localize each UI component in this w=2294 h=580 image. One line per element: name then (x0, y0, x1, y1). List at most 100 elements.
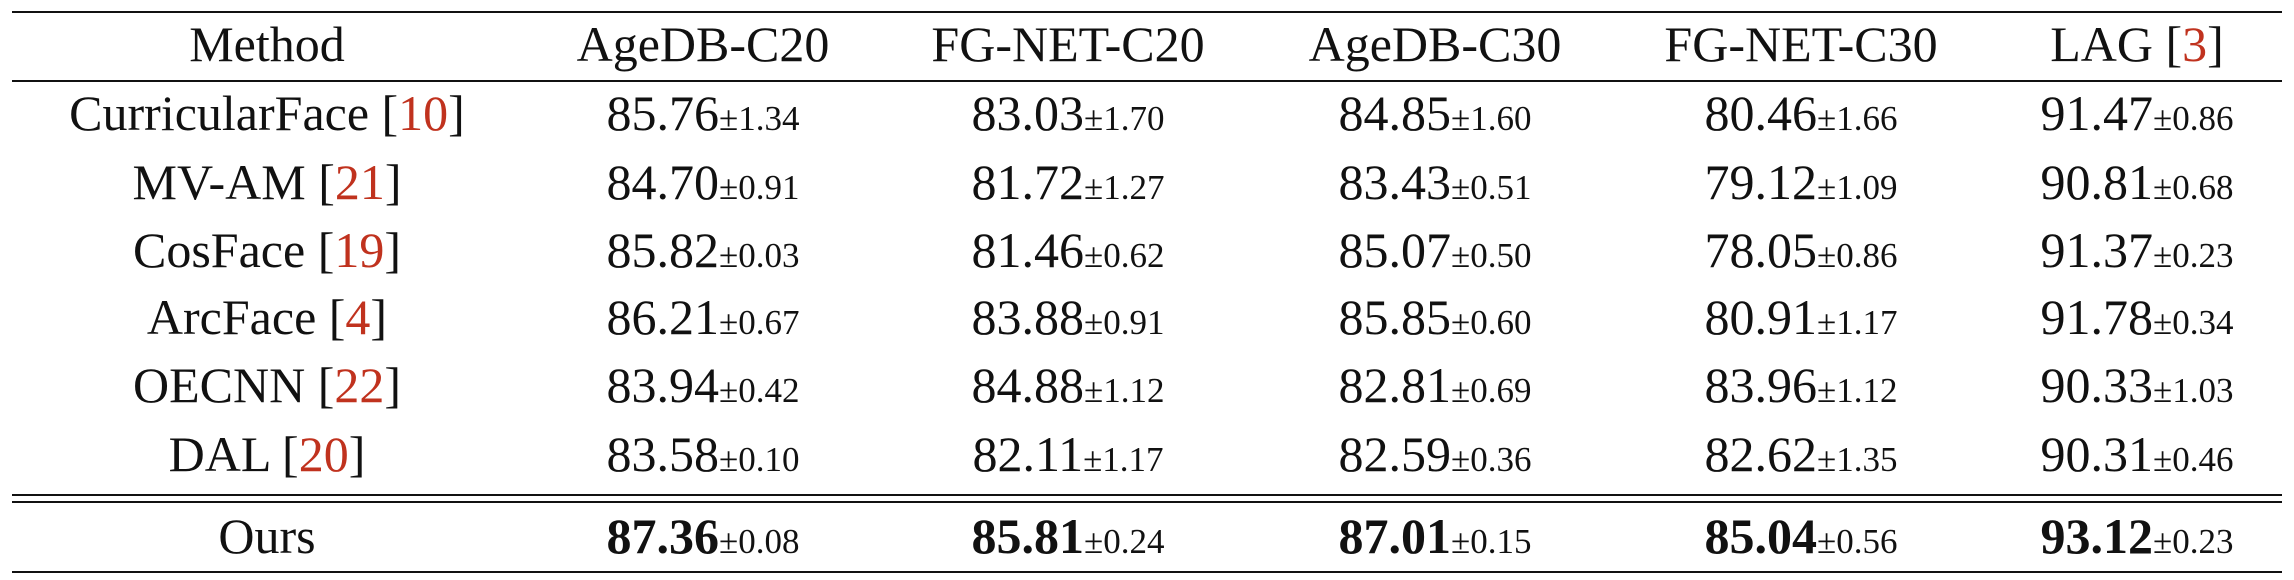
mean: 83.96 (1704, 357, 1818, 413)
value-cell: 83.03±1.70 (972, 88, 1165, 138)
bracket: ] (370, 289, 388, 345)
value-cell: 86.21±0.67 (607, 292, 800, 342)
label-text: FG-NET-C30 (1664, 16, 1938, 72)
std: ±1.66 (1817, 99, 1898, 138)
std: ±0.24 (1084, 522, 1165, 561)
bracket: [ (317, 222, 335, 278)
value-cell: 82.62±1.35 (1705, 429, 1898, 479)
value-cell: 82.11±1.17 (972, 429, 1163, 479)
value-cell: 78.05±0.86 (1705, 225, 1898, 275)
bracket: ] (384, 154, 402, 210)
std: ±0.56 (1817, 522, 1898, 561)
value-cell: 85.76±1.34 (607, 88, 800, 138)
std: ±0.42 (719, 371, 800, 410)
bottom-rule (12, 571, 2282, 573)
std: ±0.69 (1451, 371, 1532, 410)
std: ±1.60 (1451, 99, 1532, 138)
std: ±0.91 (1084, 303, 1165, 342)
std: ±0.08 (719, 522, 800, 561)
mean: 82.81 (1338, 357, 1452, 413)
value-cell: 81.72±1.27 (972, 157, 1165, 207)
mean: 90.31 (2040, 426, 2154, 482)
bracket: ] (448, 85, 465, 141)
mean: 87.01 (1338, 508, 1452, 564)
label-text: FG-NET-C20 (931, 16, 1205, 72)
label-text: Method (189, 16, 345, 72)
value-cell: 90.81±0.68 (2041, 157, 2234, 207)
mean: 83.94 (606, 357, 720, 413)
mean: 91.47 (2040, 85, 2154, 141)
std: ±0.36 (1451, 440, 1532, 479)
value-cell: 90.31±0.46 (2041, 429, 2234, 479)
value-cell: 91.47±0.86 (2041, 88, 2234, 138)
header-cell: AgeDB-C30 (1309, 19, 1562, 69)
mean: 81.72 (971, 154, 1085, 210)
citation: 4 (345, 289, 371, 345)
std: ±0.15 (1451, 522, 1532, 561)
std: ±0.51 (1451, 168, 1532, 207)
std: ±0.34 (2153, 303, 2234, 342)
value-cell: 84.70±0.91 (607, 157, 800, 207)
label-text: DAL (168, 426, 270, 482)
std: ±1.12 (1084, 371, 1165, 410)
value-cell: 93.12±0.23 (2041, 511, 2234, 561)
mean: 87.36 (606, 508, 720, 564)
top-rule (12, 11, 2282, 13)
value-cell: 85.07±0.50 (1339, 225, 1532, 275)
bracket: ] (384, 357, 402, 413)
value-cell: 84.85±1.60 (1339, 88, 1532, 138)
mean: 84.70 (606, 154, 720, 210)
mean: 82.11 (972, 426, 1084, 482)
bracket: [ (328, 289, 346, 345)
mean: 82.59 (1338, 426, 1452, 482)
std: ±1.70 (1084, 99, 1165, 138)
std: ±1.17 (1083, 440, 1164, 479)
value-cell: 91.37±0.23 (2041, 225, 2234, 275)
double-rule (12, 494, 2282, 496)
value-cell: 82.59±0.36 (1339, 429, 1532, 479)
std: ±0.68 (2153, 168, 2234, 207)
std: ±1.12 (1817, 371, 1898, 410)
mean: 85.76 (606, 85, 720, 141)
std: ±0.03 (719, 236, 800, 275)
mean: 80.46 (1704, 85, 1818, 141)
value-cell: 90.33±1.03 (2041, 360, 2234, 410)
mean: 85.85 (1338, 289, 1452, 345)
citation: 21 (334, 154, 385, 210)
value-cell: 81.46±0.62 (972, 225, 1165, 275)
citation: 19 (334, 222, 385, 278)
mean: 91.78 (2040, 289, 2154, 345)
std: ±1.27 (1084, 168, 1165, 207)
label-text: OECNN (132, 357, 306, 413)
mean: 85.04 (1704, 508, 1818, 564)
method-cell: ArcFace [4] (147, 292, 387, 342)
std: ±0.91 (719, 168, 800, 207)
std: ±1.35 (1817, 440, 1898, 479)
value-cell: 83.96±1.12 (1705, 360, 1898, 410)
bracket: [ (318, 154, 335, 210)
mean: 84.85 (1338, 85, 1452, 141)
bracket: ] (348, 426, 366, 482)
method-cell: OECNN [22] (133, 360, 401, 410)
header-cell: AgeDB-C20 (577, 19, 830, 69)
value-cell: 85.81±0.24 (972, 511, 1165, 561)
mean: 85.07 (1338, 222, 1452, 278)
value-cell: 83.94±0.42 (607, 360, 800, 410)
method-cell: CurricularFace [10] (69, 88, 465, 138)
std: ±0.10 (719, 440, 800, 479)
std: ±0.86 (1817, 236, 1898, 275)
std: ±1.09 (1817, 168, 1898, 207)
citation: 10 (398, 85, 449, 141)
header-cell: Method (189, 19, 345, 69)
std: ±0.62 (1084, 236, 1165, 275)
header-rule (12, 80, 2282, 82)
header-cell: LAG [3] (2050, 19, 2224, 69)
value-cell: 83.58±0.10 (607, 429, 800, 479)
mean: 91.37 (2040, 222, 2154, 278)
label-text: LAG (2050, 16, 2153, 72)
value-cell: 84.88±1.12 (972, 360, 1165, 410)
value-cell: 83.88±0.91 (972, 292, 1165, 342)
value-cell: 85.85±0.60 (1339, 292, 1532, 342)
mean: 82.62 (1704, 426, 1818, 482)
